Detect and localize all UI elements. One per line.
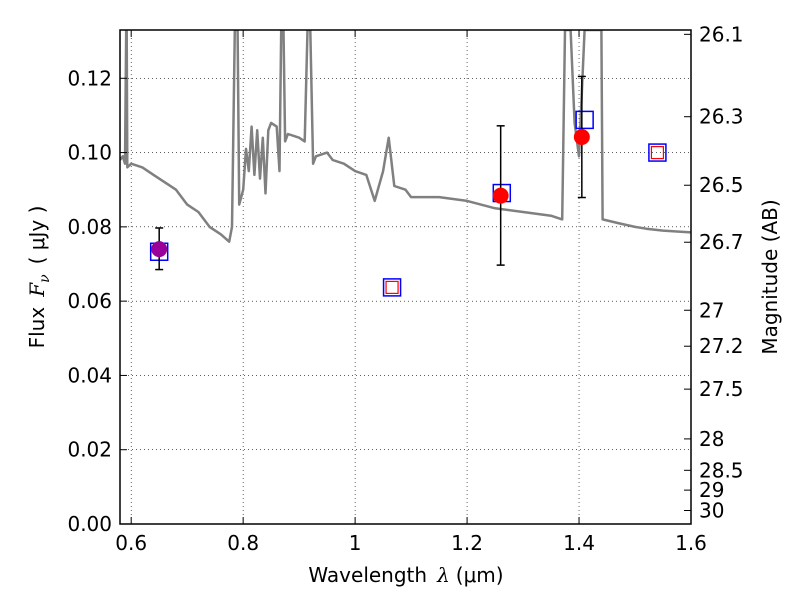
y-tick-label: 0.06 (67, 289, 112, 313)
model-flux-square (648, 143, 667, 162)
x-tick-label: 1 (349, 531, 362, 555)
upper-limit-square (650, 145, 665, 160)
y-tick-label: 0.08 (67, 215, 112, 239)
upper-limit-square (385, 280, 399, 294)
x-tick-label: 1.4 (563, 531, 595, 555)
x-tick-label: 1.6 (675, 531, 707, 555)
y-axis-title: FluxFν( μJy ) (25, 206, 53, 349)
y2-tick-label: 28.5 (699, 458, 744, 482)
spectrum-line (120, 30, 691, 243)
y2-tick-label: 28 (699, 427, 724, 451)
x-tick-label: 0.8 (227, 531, 259, 555)
grid-lines (120, 30, 692, 525)
data-layer (120, 30, 691, 297)
y2-tick-label: 27.2 (699, 334, 744, 358)
axis-ticks: 0.6 0.8 1 1.2 1.4 1.6 0.00 0.02 0.04 0.06 0.08 0.10… (67, 22, 743, 555)
flux-detection-point (151, 241, 168, 258)
flux-detection-point (573, 128, 590, 145)
model-flux-square (575, 110, 594, 130)
y-tick-label: 0.10 (67, 141, 112, 165)
y-tick-label: 0.00 (67, 512, 112, 536)
x-tick-label: 0.6 (115, 531, 147, 555)
y-tick-label: 0.02 (67, 438, 112, 462)
y2-tick-label: 26.5 (699, 173, 744, 197)
y-tick-label: 0.12 (67, 66, 112, 90)
x-axis-title: Wavelength λ (μm) (308, 563, 503, 587)
y2-tick-label: 29 (699, 478, 724, 502)
y2-tick-label: 27 (699, 298, 724, 322)
y2-axis-title: Magnitude (AB) (758, 199, 782, 354)
y2-tick-label: 27.5 (699, 377, 744, 401)
y2-tick-label: 30 (699, 499, 724, 523)
model-flux-square (382, 278, 402, 297)
plot-frame (119, 29, 692, 525)
y2-tick-label: 26.1 (699, 22, 744, 46)
flux-detection-point (492, 187, 509, 204)
x-tick-label: 1.2 (451, 531, 483, 555)
y2-tick-label: 26.7 (699, 230, 744, 254)
y-tick-label: 0.04 (67, 363, 112, 387)
y2-tick-label: 26.3 (699, 105, 744, 129)
